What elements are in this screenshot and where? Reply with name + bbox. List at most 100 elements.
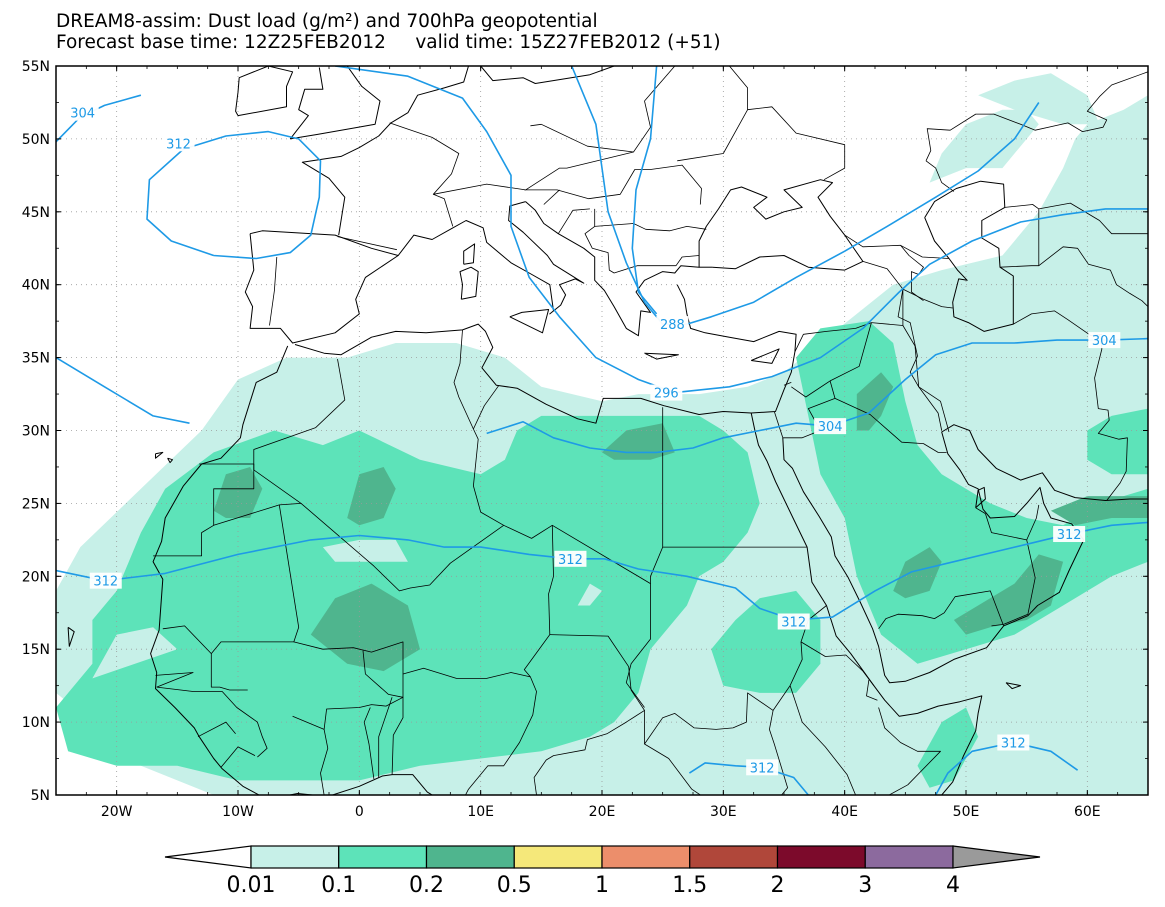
colorbar-segment (689, 845, 779, 869)
country-border (625, 546, 664, 708)
country-border (789, 685, 857, 795)
lat-tick-label: 45N (22, 205, 50, 221)
country-border (155, 672, 194, 688)
country-border (925, 160, 955, 192)
country-border (337, 236, 397, 251)
lat-tick-label: 10N (22, 715, 50, 731)
contour-value-label: 312 (89, 572, 122, 590)
country-border (878, 707, 941, 795)
contour-value-label: 304 (66, 104, 99, 122)
coastline (509, 309, 550, 334)
axis-ticks: 55N 50N 45N 40N 35N 30N 25N 20N 15N 10N 5N 20W 10W 0 1… (22, 59, 1149, 820)
country-border (584, 226, 700, 274)
coastline (480, 66, 615, 84)
colorbar-upper-arrow (952, 845, 1041, 869)
country-border (523, 525, 554, 678)
country-border (557, 208, 590, 234)
country-border (402, 667, 537, 795)
geopotential-contour-line (334, 66, 1148, 394)
country-border (320, 729, 329, 795)
svg-text:312: 312 (166, 137, 191, 152)
contour-value-label: 312 (777, 613, 810, 630)
country-border (391, 697, 404, 775)
coastline (294, 284, 797, 424)
lon-tick-label: 40E (831, 804, 858, 820)
geopotential-contour-line (56, 521, 1148, 621)
coastline (67, 626, 75, 647)
coastline (167, 457, 173, 464)
lon-tick-label: 20E (589, 804, 616, 820)
contour-value-label: 312 (1053, 526, 1086, 543)
map-plot-area: 304 312 288 296 304 304 312 312 312 312 312 312 (56, 66, 1148, 795)
dust-area-dark-5 (893, 547, 942, 599)
country-border (925, 71, 1148, 161)
contour-value-label: 312 (997, 734, 1030, 752)
geopotential-contour-line (146, 130, 322, 260)
lon-tick-label: 30E (710, 804, 737, 820)
lat-tick-label: 50N (22, 132, 50, 148)
contour-value-label: 312 (162, 135, 195, 152)
colorbar-level-label: 0.1 (321, 873, 356, 898)
country-border (999, 246, 1148, 307)
lon-tick-label: 10E (467, 804, 494, 820)
country-border (783, 382, 792, 386)
colorbar-level-label: 1.5 (672, 873, 707, 898)
geopotential-contour-line (486, 337, 1148, 454)
svg-text:304: 304 (1092, 334, 1117, 349)
svg-text:312: 312 (750, 761, 775, 776)
colorbar-segment (864, 845, 954, 869)
coastline (975, 486, 986, 509)
contour-value-label: 288 (656, 316, 689, 333)
country-border (530, 123, 634, 153)
colorbar-segment (601, 845, 691, 869)
lat-tick-label: 25N (22, 496, 50, 512)
contour-value-label: 304 (814, 418, 847, 435)
map-title-line-1: DREAM8-assim: Dust load (g/m²) and 700hP… (56, 11, 598, 32)
colorbar-segment (250, 845, 340, 869)
country-border (1004, 204, 1040, 266)
country-border (220, 746, 256, 768)
lat-tick-label: 55N (22, 59, 50, 75)
coastline (397, 201, 585, 315)
contour-value-label: 296 (650, 384, 683, 402)
dust-area-dark-4 (856, 372, 894, 431)
dust-patch-light-2 (92, 627, 178, 679)
colorbar-level-label: 3 (858, 873, 872, 898)
geopotential-contours (56, 66, 1148, 795)
dust-patch-light-1 (322, 539, 408, 562)
coastline (235, 66, 294, 117)
lon-tick-label: 60E (1074, 804, 1101, 820)
lat-tick-label: 40N (22, 278, 50, 294)
colorbar-segment (776, 845, 866, 869)
lon-tick-label: 0 (355, 804, 364, 820)
country-border (897, 289, 950, 433)
svg-text:312: 312 (1057, 528, 1082, 543)
svg-text:312: 312 (93, 575, 118, 590)
geopotential-contour-line (934, 741, 1079, 795)
colorbar-level-label: 0.5 (497, 873, 532, 898)
lon-tick-label: 50E (953, 804, 980, 820)
country-border (153, 524, 214, 557)
country-border (644, 605, 827, 795)
country-border (677, 106, 846, 181)
dust-area-dark-2 (310, 583, 420, 672)
country-border (834, 398, 947, 453)
country-border (644, 692, 774, 745)
colorbar-level-label: 1 (595, 873, 609, 898)
dust-patch-light-0 (577, 583, 602, 606)
coastlines-and-borders (67, 66, 1148, 795)
geopotential-contour-labels: 304 312 288 296 304 304 312 312 312 312 312 312 (66, 104, 1121, 776)
country-border (773, 411, 784, 438)
coastline (1005, 682, 1022, 690)
svg-text:312: 312 (558, 553, 583, 568)
dust-area-medium-3 (917, 707, 979, 788)
svg-text:312: 312 (781, 615, 806, 630)
geopotential-contour-line (570, 66, 1040, 325)
lat-tick-label: 5N (31, 788, 50, 804)
coastline (459, 266, 479, 300)
map-title-line-2: Forecast base time: 12Z25FEB2012 valid t… (56, 32, 721, 53)
contour-value-label: 312 (746, 759, 779, 776)
country-border (363, 707, 375, 780)
country-border (162, 625, 212, 654)
lat-tick-label: 15N (22, 642, 50, 658)
